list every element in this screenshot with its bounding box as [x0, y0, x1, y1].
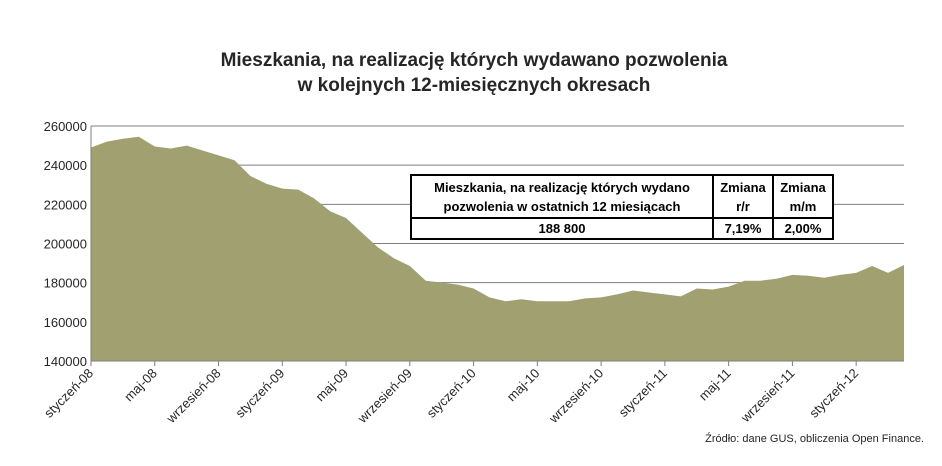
axes	[90, 126, 904, 362]
x-tick-label: styczeń-09	[232, 366, 287, 421]
chart-title-line-2: w kolejnych 12-miesięcznych okresach	[297, 75, 651, 96]
x-tick-label: wrzesień-08	[163, 366, 224, 427]
y-tick-label: 220000	[44, 197, 87, 212]
x-tick-label: wrzesień-09	[354, 366, 415, 427]
x-tick-label: styczeń-12	[806, 366, 861, 421]
x-tick-label: styczeń-11	[616, 366, 670, 420]
info-header-col1-line1: Mieszkania, na realizację których wydano	[434, 180, 690, 195]
area-series	[91, 136, 904, 361]
info-header-col2-line2: r/r	[736, 199, 750, 214]
y-tick-label: 200000	[44, 237, 87, 252]
x-tick-label: wrzesień-11	[737, 366, 797, 426]
info-value-col2: 7,19%	[725, 221, 762, 236]
y-tick-label: 260000	[44, 119, 87, 134]
info-header-col3-line1: Zmiana	[780, 180, 826, 195]
info-box-frame	[410, 174, 834, 240]
y-tick-label: 140000	[44, 354, 87, 369]
y-tick-label: 180000	[44, 276, 87, 291]
x-tick-label: maj-08	[121, 366, 160, 405]
x-tick-label: styczeń-08	[41, 366, 96, 421]
info-header-col2-line1: Zmiana	[720, 180, 766, 195]
y-tick-label: 160000	[44, 315, 87, 330]
x-tick-label: wrzesień-10	[545, 366, 606, 427]
info-header-col1-line2: pozwolenia w ostatnich 12 miesiącach	[444, 199, 681, 214]
info-value-col1: 188 800	[539, 221, 586, 236]
source-note: Źródło: dane GUS, obliczenia Open Financ…	[705, 432, 924, 445]
info-value-col3: 2,00%	[785, 221, 822, 236]
info-header-col3-line2: m/m	[790, 199, 817, 214]
chart-title-line-1: Mieszkania, na realizację których wydawa…	[221, 50, 728, 71]
x-tick-label: maj-11	[696, 366, 734, 404]
x-tick-label: maj-09	[312, 366, 351, 405]
y-axis-ticks: 140000 160000 180000 200000 220000 240000 2600…	[44, 119, 87, 369]
x-axis-ticks: styczeń-08 maj-08 wrzesień-08 styczeń-09 maj…	[41, 361, 861, 426]
y-tick-label: 240000	[44, 158, 87, 173]
x-tick-label: maj-10	[504, 366, 543, 405]
x-tick-label: styczeń-10	[424, 366, 479, 421]
info-box: Mieszkania, na realizację których wydano…	[410, 174, 834, 240]
